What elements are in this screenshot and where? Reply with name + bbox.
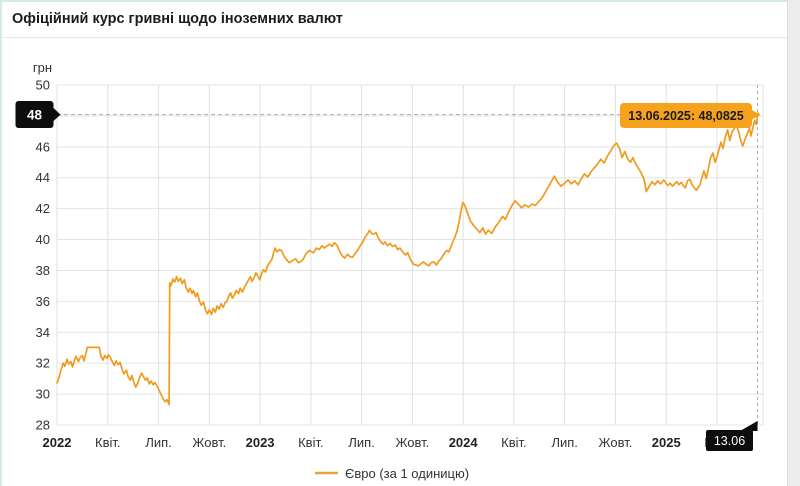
x-axis-badge-label: 13.06 xyxy=(714,434,745,448)
y-tick-label: 42 xyxy=(36,201,50,216)
y-tick-label: 46 xyxy=(36,139,50,154)
y-axis-unit-label: грн xyxy=(33,60,52,75)
y-tick-label: 38 xyxy=(36,263,50,278)
y-tick-label: 34 xyxy=(36,325,50,340)
x-tick-label: Жовт. xyxy=(192,435,226,450)
tooltip xyxy=(620,103,752,128)
y-axis-badge-label: 48 xyxy=(27,108,43,123)
y-axis-badge-arrow xyxy=(53,107,61,122)
x-tick-label: Квіт. xyxy=(298,435,324,450)
y-tick-label: 28 xyxy=(36,418,50,433)
x-tick-label: Жовт. xyxy=(599,435,633,450)
y-tick-label: 30 xyxy=(36,387,50,402)
x-tick-label: Лип. xyxy=(145,435,171,450)
y-tick-label: 36 xyxy=(36,294,50,309)
x-tick-label: 2024 xyxy=(449,435,479,450)
y-tick-label: 40 xyxy=(36,232,50,247)
y-axis-badge xyxy=(15,101,54,128)
tooltip-arrow xyxy=(750,109,760,121)
tooltip-label: 13.06.2025: 48,0825 xyxy=(628,109,743,123)
x-tick-label: Квіт. xyxy=(95,435,121,450)
legend-label: Євро (за 1 одиницю) xyxy=(345,466,469,481)
page-title: Офіційний курс гривні щодо іноземних вал… xyxy=(12,11,343,27)
x-tick-label: 2022 xyxy=(43,435,72,450)
y-tick-label: 44 xyxy=(36,170,50,185)
x-tick-label: 2025 xyxy=(652,435,681,450)
x-tick-label: Лип. xyxy=(551,435,577,450)
y-tick-label: 32 xyxy=(36,356,50,371)
plot-area[interactable] xyxy=(57,85,763,425)
x-tick-label: 2023 xyxy=(246,435,275,450)
scrollbar-track[interactable] xyxy=(787,0,800,486)
x-tick-label: Лип. xyxy=(348,435,374,450)
x-tick-label: Квіт. xyxy=(501,435,527,450)
y-tick-label: 50 xyxy=(36,78,50,93)
price-line xyxy=(56,113,759,406)
x-axis-badge xyxy=(706,430,753,451)
x-axis-badge-arrow xyxy=(740,421,758,431)
exchange-rate-chart[interactable]: 28 30 32 34 36 38 40 42 44 46 48 50 2022 Квіт. Лип. Жов… xyxy=(2,38,787,486)
page-header: Офіційний курс гривні щодо іноземних вал… xyxy=(2,0,787,38)
x-tick-label: Жовт. xyxy=(395,435,429,450)
legend-item[interactable]: Євро (за 1 одиницю) xyxy=(315,466,469,481)
